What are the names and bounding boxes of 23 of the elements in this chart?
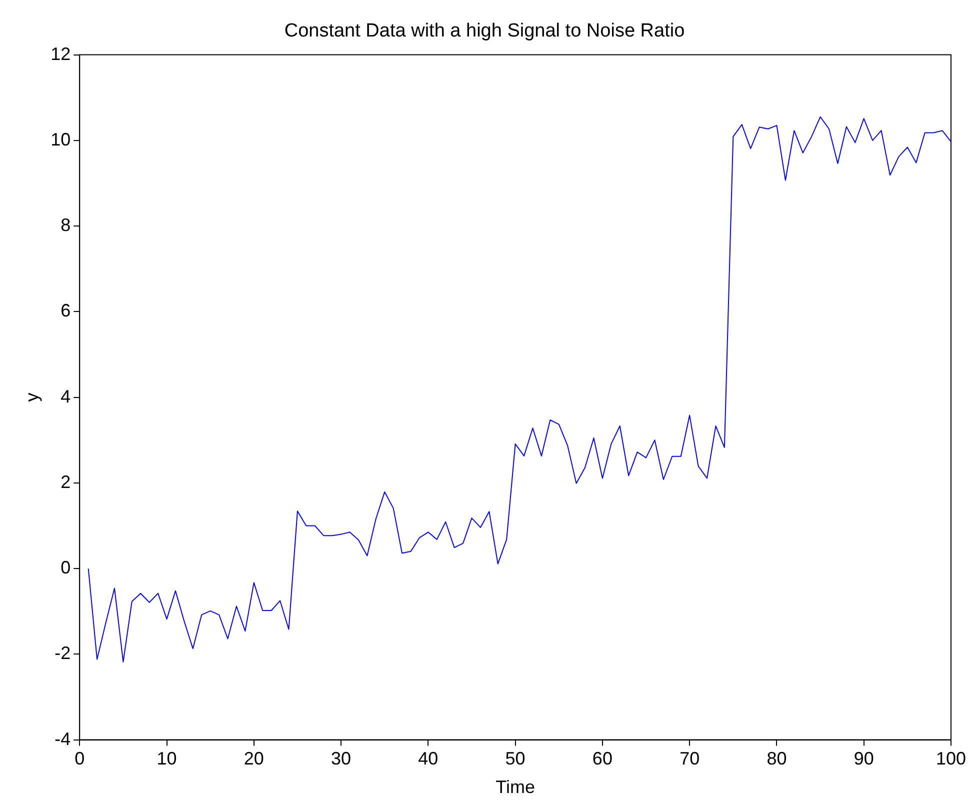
- y-tick-label: 4: [60, 386, 71, 406]
- x-tick-label: 90: [854, 748, 874, 769]
- y-tick-label: 12: [50, 44, 71, 64]
- y-tick-label: 0: [60, 558, 71, 578]
- y-tick-label: 10: [50, 129, 71, 150]
- x-tick-label: 10: [156, 748, 177, 769]
- y-axis-title: y: [22, 392, 42, 402]
- chart-title: Constant Data with a high Signal to Noise Ratio: [284, 20, 685, 42]
- x-tick-label: 40: [418, 748, 438, 769]
- y-tick-label: -4: [54, 728, 71, 749]
- x-axis-title: Time: [496, 777, 535, 798]
- x-tick-label: 50: [505, 748, 526, 769]
- x-tick-label: 80: [766, 748, 787, 769]
- x-tick-label: 70: [680, 748, 700, 769]
- y-tick-label: -2: [54, 643, 71, 664]
- y-tick-label: 8: [60, 215, 71, 236]
- x-tick-label: 0: [74, 748, 85, 769]
- x-tick-label: 100: [936, 748, 966, 769]
- x-tick-label: 30: [331, 748, 352, 769]
- y-tick-label: 6: [60, 300, 71, 321]
- x-tick-label: 60: [592, 748, 612, 769]
- x-tick-label: 20: [244, 748, 264, 769]
- y-tick-label: 2: [60, 472, 71, 492]
